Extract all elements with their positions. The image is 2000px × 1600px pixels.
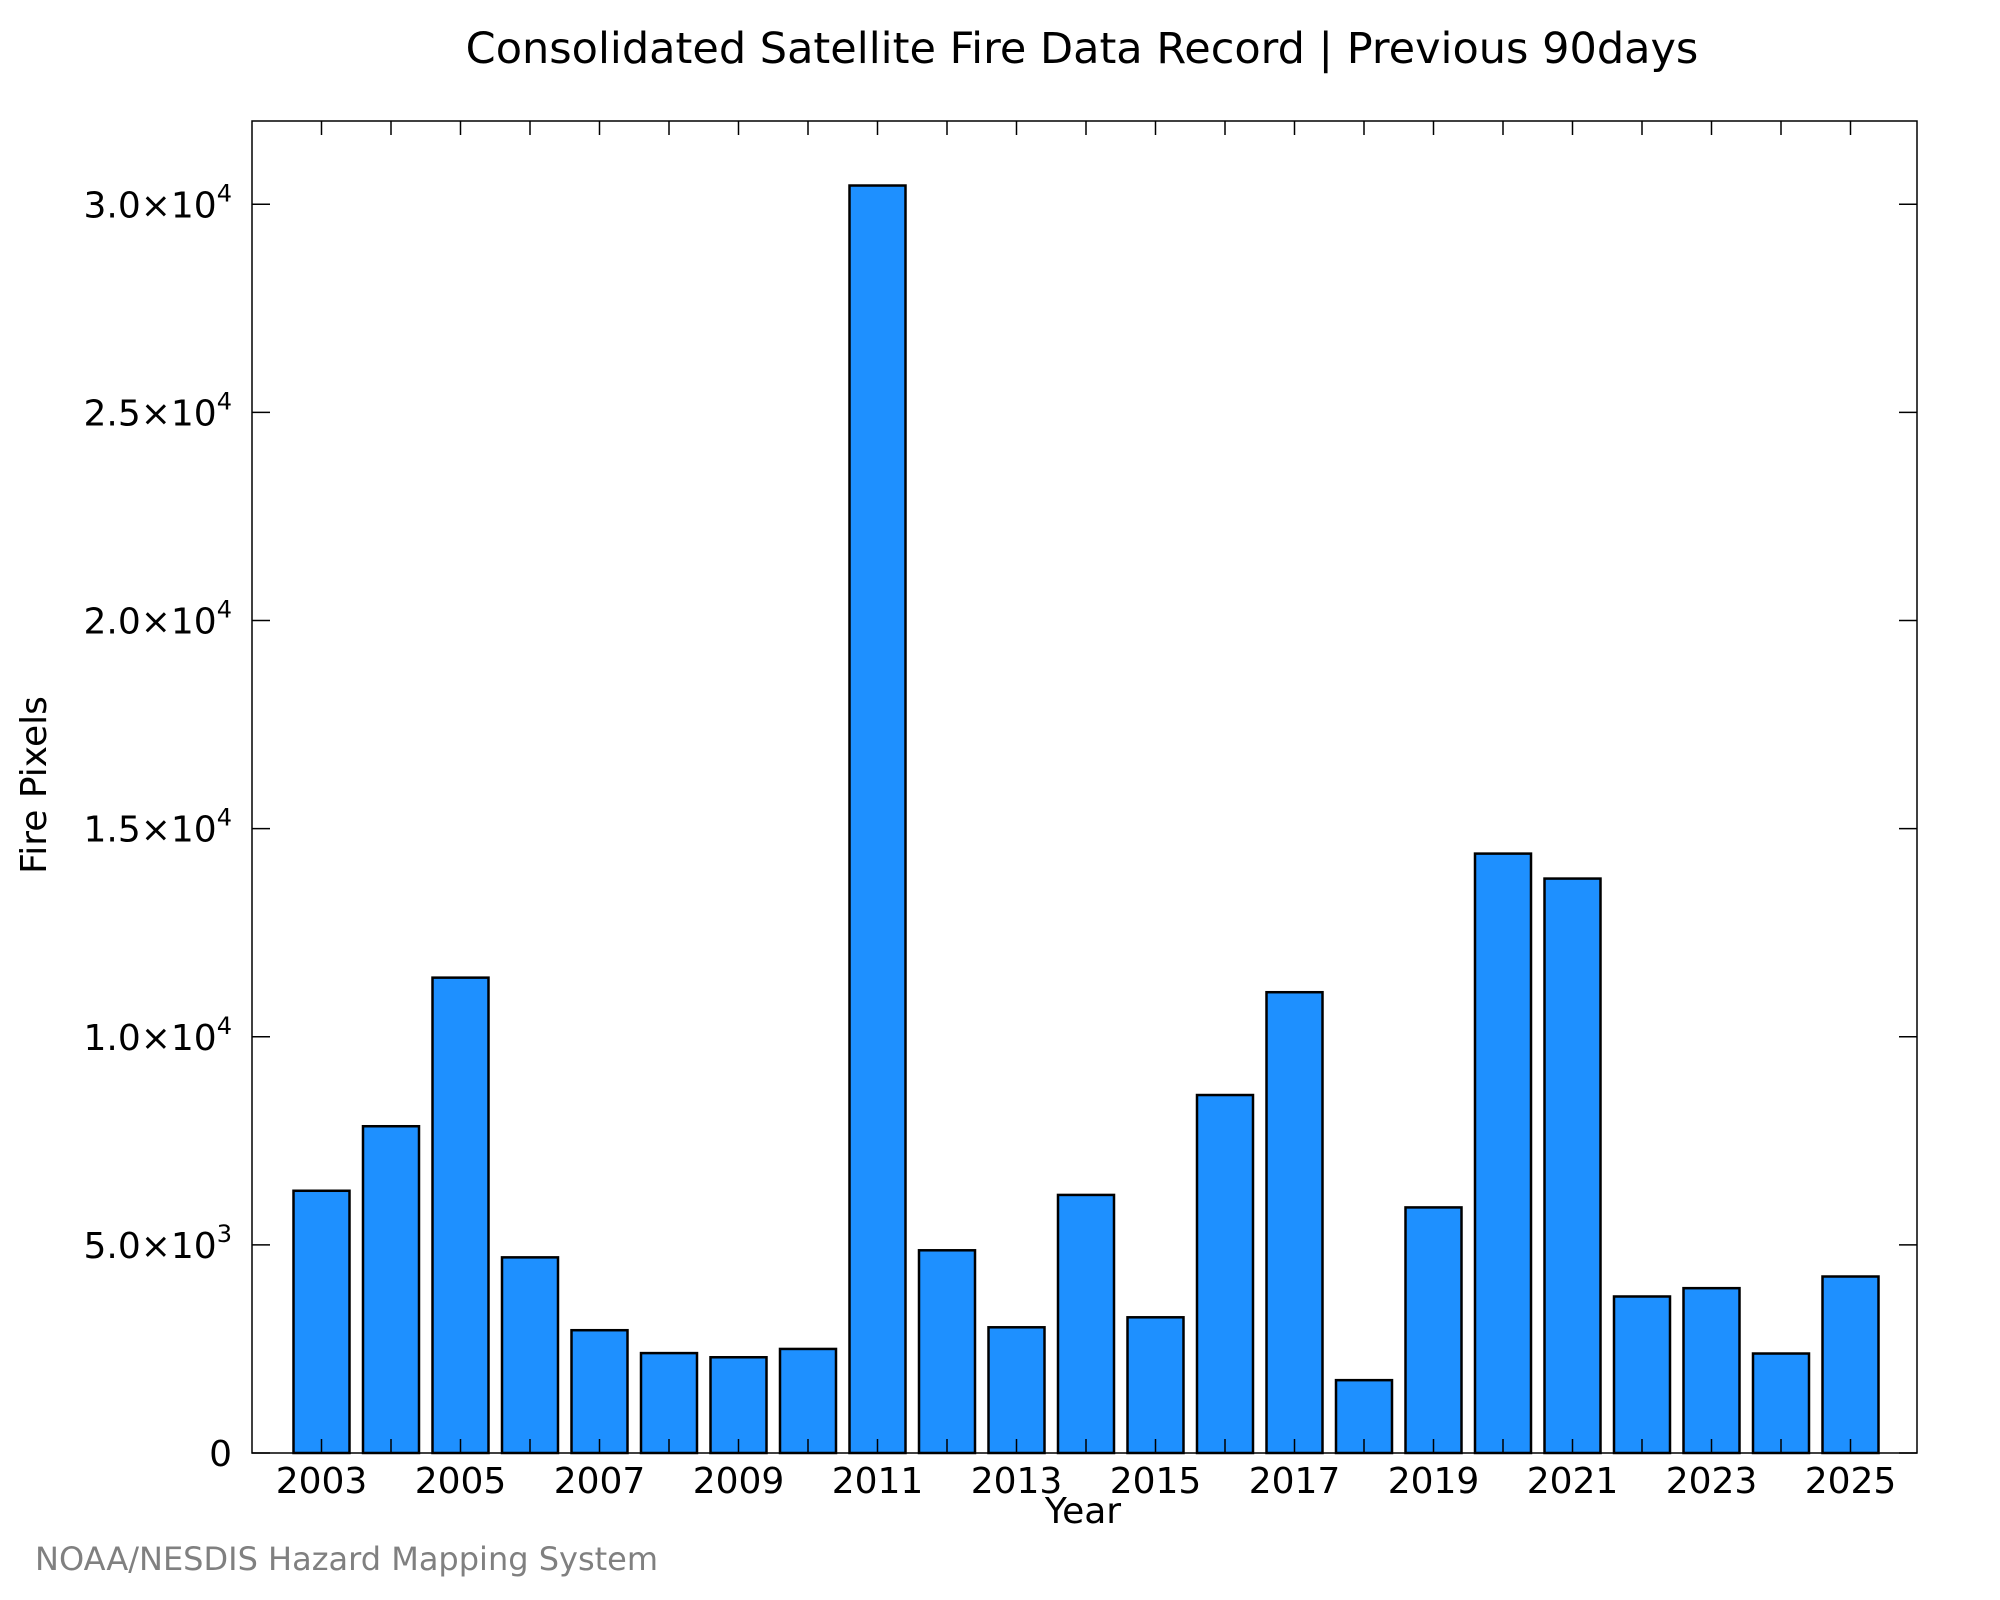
y-tick-label-15000: 1.5×104 <box>83 804 232 851</box>
x-tick-label-2009: 2009 <box>693 1461 785 1502</box>
x-tick-label-2021: 2021 <box>1527 1461 1619 1502</box>
x-tick-label-2003: 2003 <box>276 1461 368 1502</box>
y-tick-label-20000: 2.0×104 <box>83 596 232 643</box>
x-tick-label-2013: 2013 <box>971 1461 1063 1502</box>
plot-area: 2003 2005 2007 2009 2011 2013 2015 2017 2019 2021… <box>83 120 1918 1502</box>
y-tick-label-30000: 3.0×104 <box>83 179 232 226</box>
bar-2014 <box>1056 1193 1116 1455</box>
credit-text: NOAA/NESDIS Hazard Mapping System <box>35 1540 658 1578</box>
y-tick-label-0: 0 <box>209 1434 232 1475</box>
bar-2013 <box>987 1326 1046 1455</box>
y-tick-label-25000: 2.5×104 <box>83 387 232 434</box>
y-tick-label-5000: 5.0×103 <box>83 1220 232 1267</box>
x-tick-label-2023: 2023 <box>1666 1461 1758 1502</box>
y-tick-label-10000: 1.0×104 <box>83 1012 232 1059</box>
bar-2023 <box>1682 1286 1741 1455</box>
x-tick-label-2007: 2007 <box>554 1461 646 1502</box>
bar-2006 <box>500 1256 560 1455</box>
bar-2017 <box>1265 990 1324 1455</box>
bar-2025 <box>1821 1275 1880 1455</box>
bar-2003 <box>292 1189 351 1455</box>
x-axis-label: Year <box>1044 1491 1121 1532</box>
y-axis-label: Fire Pixels <box>14 696 55 874</box>
x-tick-label-2015: 2015 <box>1110 1461 1202 1502</box>
bar-2019 <box>1404 1206 1463 1455</box>
bar-2011 <box>848 184 907 1455</box>
bar-2015 <box>1126 1316 1185 1455</box>
bar-2020 <box>1473 852 1533 1455</box>
x-tick-label-2019: 2019 <box>1388 1461 1480 1502</box>
plot-frame <box>251 120 1918 1454</box>
bar-2010 <box>778 1347 838 1455</box>
chart-title: Consolidated Satellite Fire Data Record … <box>466 24 1699 74</box>
x-tick-label-2025: 2025 <box>1805 1461 1897 1502</box>
x-tick-label-2011: 2011 <box>832 1461 924 1502</box>
x-tick-label-2017: 2017 <box>1249 1461 1341 1502</box>
bar-2016 <box>1195 1093 1255 1455</box>
bar-2005 <box>431 976 490 1455</box>
bar-2009 <box>709 1356 768 1455</box>
bar-2007 <box>570 1328 629 1455</box>
bar-2024 <box>1751 1352 1811 1455</box>
bar-2012 <box>917 1249 977 1455</box>
bar-2022 <box>1612 1295 1672 1455</box>
x-tick-label-2005: 2005 <box>415 1461 507 1502</box>
bar-2021 <box>1543 877 1602 1455</box>
bar-2008 <box>639 1351 699 1455</box>
bar-2004 <box>361 1124 421 1455</box>
